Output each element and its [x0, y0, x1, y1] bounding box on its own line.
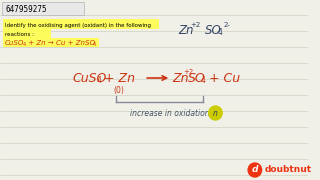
- Text: 4: 4: [217, 28, 222, 37]
- Text: 4: 4: [201, 76, 206, 85]
- Text: increase in oxidation: increase in oxidation: [130, 109, 210, 118]
- Text: 2-: 2-: [223, 22, 230, 28]
- Bar: [3, 29, 51, 38]
- Text: 4: 4: [23, 42, 26, 47]
- Text: + Zn → Cu + ZnSO: + Zn → Cu + ZnSO: [26, 40, 95, 46]
- Text: d: d: [252, 165, 258, 174]
- Text: (0): (0): [114, 86, 124, 94]
- Text: CuSO: CuSO: [5, 40, 24, 46]
- Text: +2: +2: [184, 69, 194, 75]
- Circle shape: [248, 163, 261, 177]
- Text: + Zn: + Zn: [100, 71, 135, 84]
- Bar: [3, 38, 99, 47]
- Text: 4: 4: [92, 42, 95, 47]
- Bar: [3, 19, 159, 29]
- Text: Identify the oxidising agent (oxidant) in the following: Identify the oxidising agent (oxidant) i…: [5, 22, 151, 28]
- Text: 647959275: 647959275: [6, 5, 47, 14]
- Text: CuSO: CuSO: [72, 71, 107, 84]
- Text: Zn: Zn: [178, 24, 193, 37]
- Text: reactions :: reactions :: [5, 31, 34, 37]
- Bar: [2, 2, 84, 15]
- Text: SO: SO: [188, 71, 205, 84]
- Circle shape: [209, 106, 222, 120]
- Text: 4: 4: [96, 76, 101, 85]
- Text: n: n: [213, 109, 218, 118]
- Text: doubtnut: doubtnut: [264, 165, 312, 174]
- Text: Zn: Zn: [172, 71, 189, 84]
- Text: + Cu: + Cu: [205, 71, 240, 84]
- Text: SO: SO: [205, 24, 221, 37]
- Text: +2: +2: [190, 22, 201, 28]
